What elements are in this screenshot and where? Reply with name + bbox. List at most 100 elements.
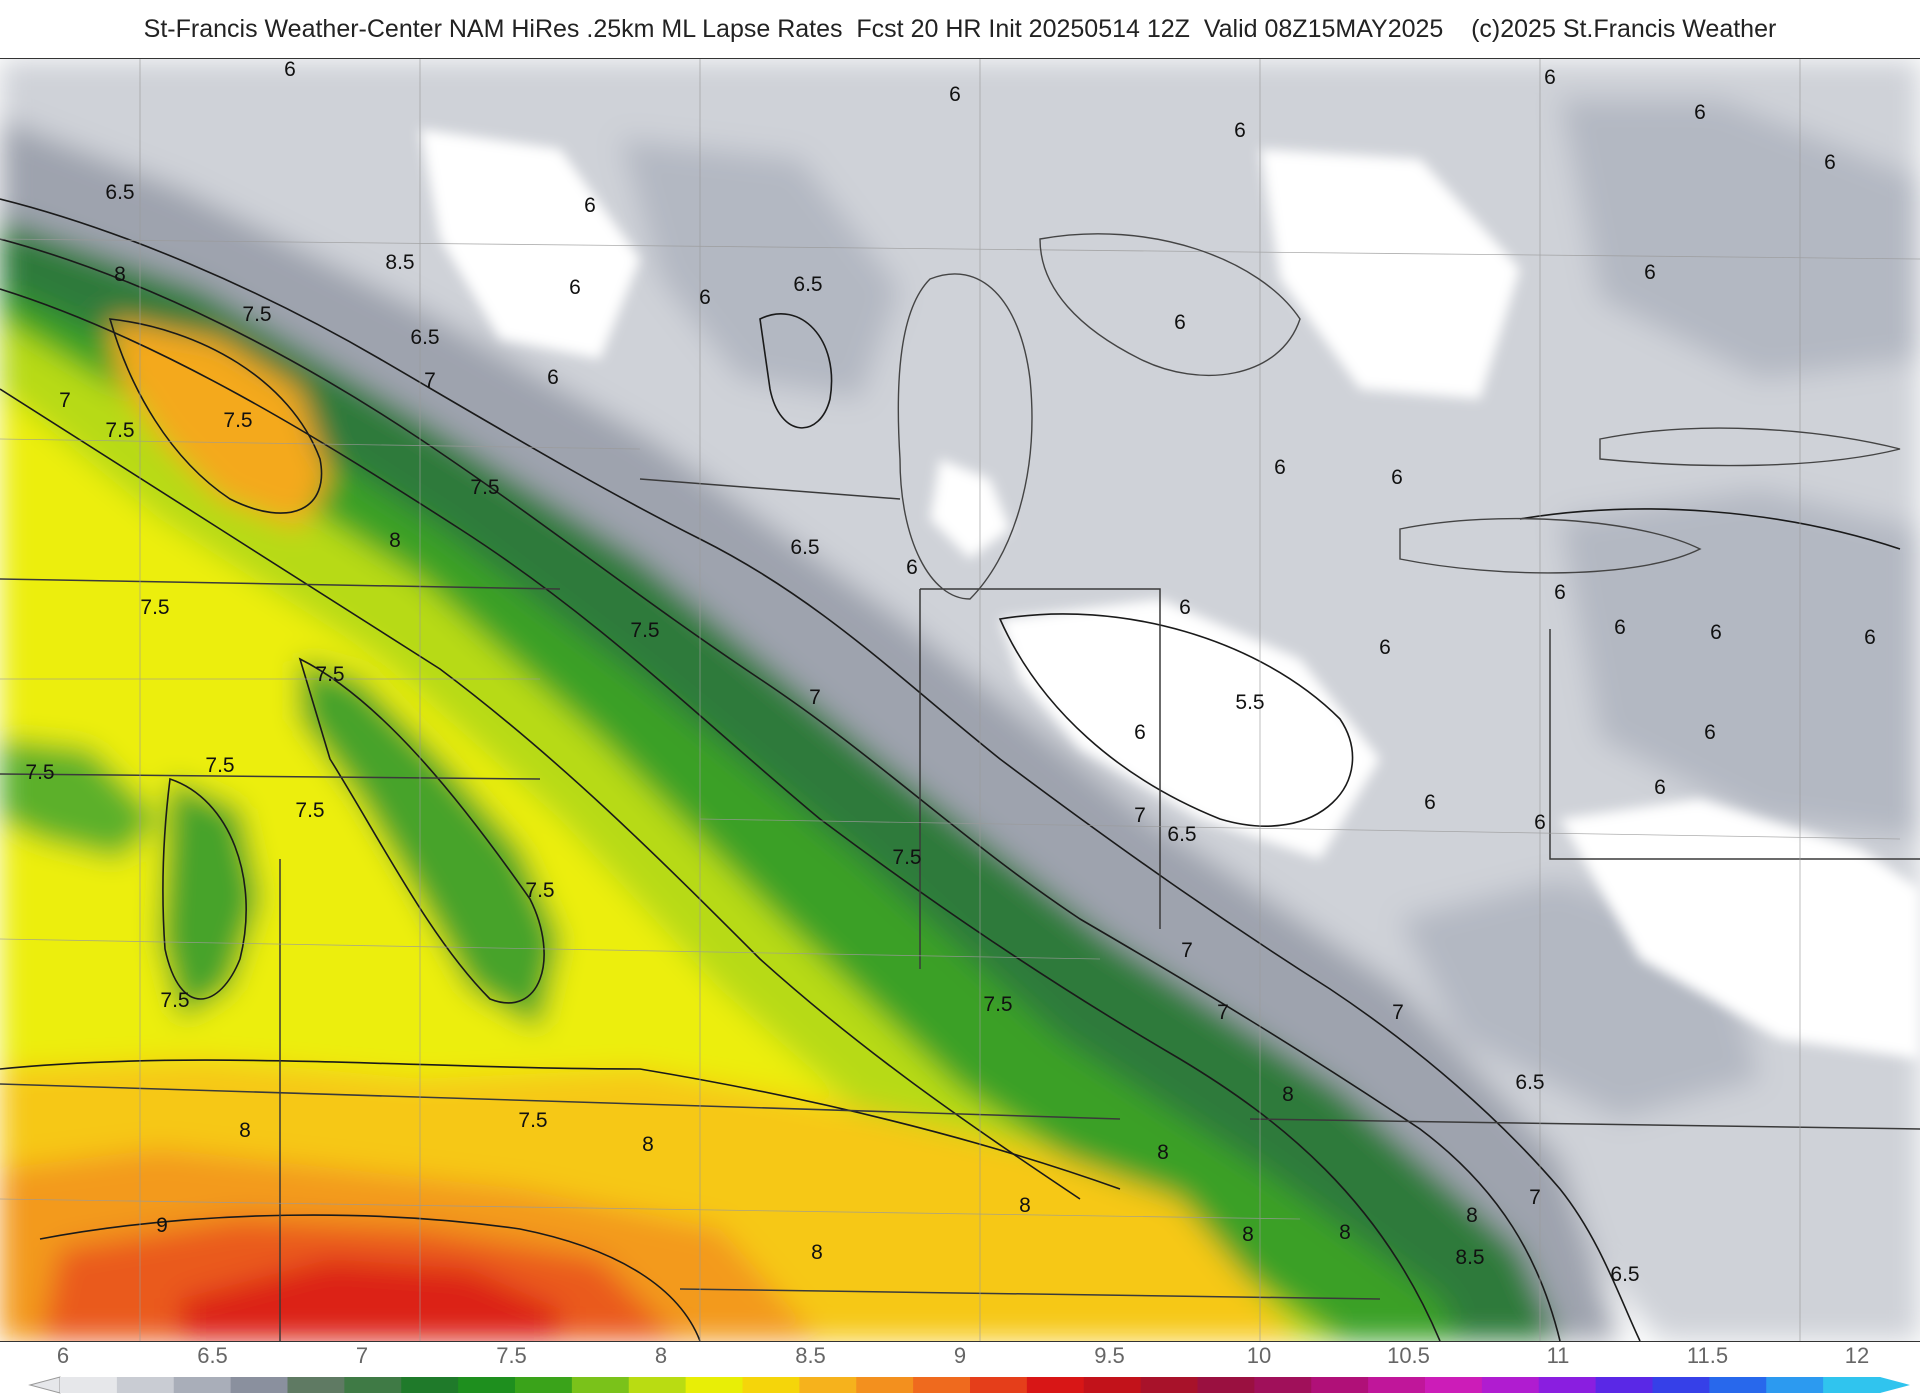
colorbar-cell bbox=[1481, 1377, 1540, 1393]
contour-label: 7.5 bbox=[892, 846, 921, 869]
colorbar-tick-label: 6.5 bbox=[197, 1343, 228, 1368]
colorbar-cell bbox=[970, 1377, 1028, 1393]
contour-label: 6 bbox=[1134, 721, 1146, 744]
contour-label: 6 bbox=[1274, 456, 1286, 479]
contour-label: 6.5 bbox=[1610, 1263, 1639, 1286]
contour-label: 7.5 bbox=[518, 1109, 547, 1132]
lake-outlines bbox=[897, 233, 1901, 600]
colorbar-cell bbox=[1026, 1377, 1085, 1393]
contour-label: 6 bbox=[1174, 311, 1186, 334]
contour-label: 8 bbox=[811, 1241, 823, 1264]
colorbar-cell bbox=[401, 1377, 459, 1393]
contour-label: 6 bbox=[1704, 721, 1716, 744]
colorbar-cell bbox=[1538, 1377, 1597, 1393]
colorbar-tick-label: 7 bbox=[355, 1343, 369, 1368]
contour-label: 6.5 bbox=[1167, 823, 1196, 846]
colorbar-cell bbox=[1140, 1377, 1198, 1393]
contour-label: 6.5 bbox=[105, 181, 134, 204]
page-title: St-Francis Weather-Center NAM HiRes .25k… bbox=[143, 14, 1777, 43]
colorbar-tick-label: 9 bbox=[953, 1343, 967, 1368]
contour-label: 6 bbox=[1710, 621, 1722, 644]
weather-map: 6 6 6 6 6 6 6 6 6 6 6 6 6 6 6 6 6 6 6 6 6 6 6 6 6 6 6.5 6.5 6.5 6.5 6.… bbox=[0, 58, 1920, 1342]
colorbar-cell bbox=[173, 1377, 232, 1393]
contour-label: 6 bbox=[949, 83, 961, 106]
state-boundaries bbox=[0, 478, 1920, 1341]
colorbar-tick-label: 12 bbox=[1844, 1343, 1870, 1368]
contour-label: 7.5 bbox=[223, 409, 252, 432]
colorbar-cell bbox=[856, 1377, 914, 1393]
contour-label: 6 bbox=[1379, 636, 1391, 659]
contour-label: 7 bbox=[59, 389, 71, 412]
contour-label: 7.5 bbox=[295, 799, 324, 822]
contour-label: 7.5 bbox=[140, 596, 169, 619]
colorbar-tick-label: 11 bbox=[1546, 1343, 1570, 1368]
colorbar-max-arrow bbox=[1880, 1377, 1910, 1393]
contour-label: 7 bbox=[1217, 1001, 1229, 1024]
contour-label: 6 bbox=[906, 556, 918, 579]
contour-label: 8 bbox=[114, 263, 126, 286]
lapse-rate-field: 6 6 6 6 6 6 6 6 6 6 6 6 6 6 6 6 6 6 6 6 6 6 6 6 6 6 6.5 6.5 6.5 6.5 6.… bbox=[0, 59, 1920, 1341]
contour-label: 6 bbox=[284, 59, 296, 81]
contour-label: 9 bbox=[156, 1214, 168, 1237]
contour-label: 6.5 bbox=[1515, 1071, 1544, 1094]
colorbar-cell bbox=[230, 1377, 288, 1393]
colorbar-cell bbox=[1652, 1377, 1710, 1393]
contour-label: 7 bbox=[809, 686, 821, 709]
contour-label: 6.5 bbox=[410, 326, 439, 349]
contour-label: 8 bbox=[1019, 1194, 1031, 1217]
contour-label: 6 bbox=[1424, 791, 1436, 814]
colorbar-tick-label: 8.5 bbox=[795, 1343, 826, 1368]
contour-label: 7.5 bbox=[315, 663, 344, 686]
colorbar-cell bbox=[1595, 1377, 1653, 1393]
contour-label: 7.5 bbox=[160, 989, 189, 1012]
colorbar-cell bbox=[913, 1377, 971, 1393]
contour-label: 6 bbox=[699, 286, 711, 309]
colorbar-cell bbox=[742, 1377, 800, 1393]
contour-label: 7.5 bbox=[105, 419, 134, 442]
contour-label: 6 bbox=[1534, 811, 1546, 834]
contour-label: 8 bbox=[1282, 1083, 1294, 1106]
contour-label: 8 bbox=[642, 1133, 654, 1156]
colorbar-cell bbox=[685, 1377, 743, 1393]
contour-label: 6 bbox=[547, 366, 559, 389]
colorbar-tick-label: 10.5 bbox=[1387, 1343, 1430, 1368]
contour-label: 6 bbox=[584, 194, 596, 217]
contour-label: 6 bbox=[1694, 101, 1706, 124]
colorbar bbox=[28, 1376, 1910, 1394]
contour-label: 6 bbox=[1654, 776, 1666, 799]
colorbar-cell bbox=[60, 1377, 118, 1393]
contour-label: 6 bbox=[1614, 616, 1626, 639]
colorbar-cell bbox=[1709, 1377, 1767, 1393]
contour-label: 6 bbox=[1864, 626, 1876, 649]
contour-label: 6 bbox=[1644, 261, 1656, 284]
contour-label: 7.5 bbox=[242, 303, 271, 326]
contour-label: 7 bbox=[424, 369, 436, 392]
contour-label: 7 bbox=[1134, 804, 1146, 827]
colorbar-min-arrow bbox=[28, 1376, 61, 1394]
contour-lines bbox=[0, 198, 1901, 1341]
colorbar-cell bbox=[571, 1377, 630, 1393]
colorbar-cell bbox=[1254, 1377, 1312, 1393]
contour-label: 7.5 bbox=[205, 754, 234, 777]
colorbar-tick-label: 8 bbox=[654, 1343, 668, 1368]
colorbar-tick-label: 10 bbox=[1246, 1343, 1272, 1368]
contour-label: 7 bbox=[1181, 939, 1193, 962]
contour-label: 8.5 bbox=[385, 251, 414, 274]
contour-label: 6.5 bbox=[790, 536, 819, 559]
low-value-patches bbox=[420, 129, 1920, 1059]
contour-label: 8 bbox=[1157, 1141, 1169, 1164]
contour-label: 8 bbox=[389, 529, 401, 552]
shaded-field bbox=[0, 59, 1920, 1341]
contour-label: 8 bbox=[1339, 1221, 1351, 1244]
contour-label: 6 bbox=[1544, 66, 1556, 89]
contour-label: 8.5 bbox=[1455, 1246, 1484, 1269]
contour-label: 8 bbox=[1242, 1223, 1254, 1246]
colorbar-cell bbox=[1823, 1377, 1881, 1393]
colorbar-cell bbox=[799, 1377, 857, 1393]
contour-label: 7.5 bbox=[25, 761, 54, 784]
colorbar-cell bbox=[1425, 1377, 1483, 1393]
colorbar-cell bbox=[1083, 1377, 1142, 1393]
colorbar-cell bbox=[1368, 1377, 1426, 1393]
contour-label: 5.5 bbox=[1235, 691, 1264, 714]
county-boundaries bbox=[0, 59, 1920, 1341]
